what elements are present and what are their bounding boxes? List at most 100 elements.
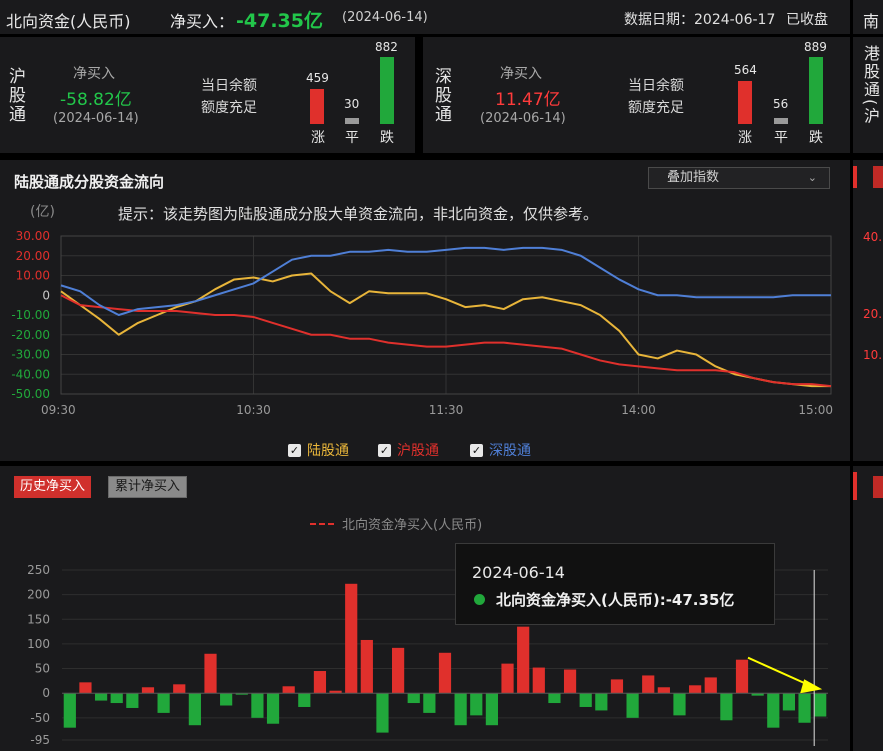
net-buy-label: 净买入： bbox=[170, 12, 235, 31]
history-bar[interactable] bbox=[110, 693, 123, 704]
sz-up-label: 涨 bbox=[738, 130, 752, 146]
history-bar[interactable] bbox=[235, 693, 248, 695]
history-bar[interactable] bbox=[767, 693, 780, 728]
history-bar[interactable] bbox=[532, 667, 545, 694]
history-bar[interactable] bbox=[220, 693, 233, 706]
history-y-tick: 50 bbox=[35, 662, 50, 676]
sz-connect-name: 深股通 bbox=[431, 67, 451, 124]
history-bar[interactable] bbox=[63, 693, 76, 728]
history-bar[interactable] bbox=[673, 693, 686, 716]
sz-flat-count: 56 bbox=[773, 97, 789, 111]
sz-up-count: 564 bbox=[734, 63, 757, 77]
history-y-tick: 100 bbox=[27, 637, 50, 651]
history-legend: 北向资金净买入(人民币) bbox=[310, 514, 482, 533]
history-bar[interactable] bbox=[704, 677, 717, 694]
history-y-tick: 200 bbox=[27, 588, 50, 602]
net-buy-date: (2024-06-14) bbox=[342, 10, 428, 25]
history-bar[interactable] bbox=[298, 693, 311, 707]
history-bar[interactable] bbox=[689, 685, 702, 694]
legend-shengutong[interactable]: ✓ 深股通 bbox=[470, 440, 531, 460]
history-bar[interactable] bbox=[720, 693, 733, 721]
sh-connect-panel: 沪股通 净买入 -58.82亿 (2024-06-14) 当日余额 额度充足 4… bbox=[0, 37, 415, 153]
history-bar[interactable] bbox=[376, 693, 389, 733]
sz-net-date: (2024-06-14) bbox=[480, 111, 566, 126]
history-bar[interactable] bbox=[438, 652, 452, 694]
history-bar[interactable] bbox=[657, 687, 670, 694]
history-bar[interactable] bbox=[548, 693, 561, 704]
history-bar[interactable] bbox=[392, 647, 405, 694]
sz-down-count: 889 bbox=[804, 40, 827, 54]
sh-up-bar bbox=[310, 89, 324, 124]
history-bar[interactable] bbox=[423, 693, 436, 713]
sh-flat-label: 平 bbox=[345, 130, 359, 146]
history-bar[interactable] bbox=[814, 693, 827, 717]
data-date: 数据日期：2024-06-17 bbox=[624, 12, 776, 28]
sh-up-label: 涨 bbox=[311, 130, 325, 146]
history-bar[interactable] bbox=[782, 693, 796, 711]
flow-x-tick: 14:00 bbox=[621, 403, 656, 417]
legend-lugutong[interactable]: ✓ 陆股通 bbox=[288, 440, 349, 460]
flow-x-tick: 09:30 bbox=[41, 403, 76, 417]
sh-flat-bar bbox=[345, 118, 359, 124]
history-bar[interactable] bbox=[501, 663, 514, 694]
tab-cumulative-net-buy[interactable]: 累计净买入 bbox=[108, 476, 188, 498]
hk-connect-name: 港股通(沪 bbox=[861, 45, 880, 126]
legend-hugutong[interactable]: ✓ 沪股通 bbox=[378, 440, 439, 460]
sh-flat-count: 30 bbox=[344, 97, 360, 111]
history-bar[interactable] bbox=[282, 686, 295, 694]
sh-down-bar bbox=[380, 57, 394, 124]
flow-series-line bbox=[60, 294, 832, 388]
sz-down-label: 跌 bbox=[809, 130, 823, 146]
flow-unit-label: (亿) bbox=[30, 204, 55, 220]
history-bar[interactable] bbox=[157, 693, 170, 713]
flow-y-tick: 0 bbox=[42, 288, 50, 302]
header-title: 北向资金(人民币) bbox=[6, 12, 131, 31]
flow-plot-frame bbox=[60, 235, 832, 395]
history-bar[interactable] bbox=[610, 679, 624, 694]
dashed-line-icon bbox=[310, 522, 334, 525]
history-bar[interactable] bbox=[313, 671, 327, 694]
history-bar[interactable] bbox=[579, 693, 592, 707]
flow-x-tick: 11:30 bbox=[429, 403, 464, 417]
history-bar[interactable] bbox=[188, 693, 201, 726]
history-bar[interactable] bbox=[798, 693, 811, 723]
header-bar: 北向资金(人民币) 净买入： -47.35亿 (2024-06-14) 数据日期… bbox=[0, 0, 850, 34]
history-bar[interactable] bbox=[345, 583, 358, 694]
flow-panel-title: 陆股通成分股资金流向 bbox=[14, 173, 165, 191]
history-bar[interactable] bbox=[141, 687, 155, 694]
history-bar[interactable] bbox=[454, 693, 467, 726]
sh-connect-name: 沪股通 bbox=[5, 67, 25, 124]
history-bar[interactable] bbox=[126, 693, 139, 708]
tooltip-value: 北向资金净买入(人民币):-47.35亿 bbox=[496, 591, 735, 609]
history-bar[interactable] bbox=[517, 626, 530, 694]
history-bar[interactable] bbox=[642, 675, 655, 694]
overlay-index-dropdown[interactable]: 叠加指数 ⌄ bbox=[648, 167, 830, 189]
sh-down-label: 跌 bbox=[380, 130, 394, 146]
history-bar[interactable] bbox=[360, 639, 373, 694]
history-bar[interactable] bbox=[751, 693, 764, 696]
sh-up-count: 459 bbox=[306, 71, 329, 85]
flow-y-tick: 10.00 bbox=[16, 269, 50, 283]
history-bar[interactable] bbox=[94, 693, 108, 701]
history-bar[interactable] bbox=[79, 682, 92, 694]
flow-line-chart: 30.00 20.00 10.00 0 -10.00 -20.00 -30.00 -40.00… bbox=[11, 229, 833, 417]
history-bar[interactable] bbox=[204, 653, 217, 694]
history-bar[interactable] bbox=[563, 669, 577, 694]
tab-history-net-buy[interactable]: 历史净买入 bbox=[14, 476, 92, 498]
sz-net-value: 11.47亿 bbox=[495, 90, 561, 110]
history-bar[interactable] bbox=[595, 693, 608, 711]
right-header-fragment: 南 bbox=[853, 0, 883, 34]
history-bar[interactable] bbox=[407, 693, 420, 704]
sh-net-label: 净买入 bbox=[73, 66, 115, 82]
chevron-down-icon: ⌄ bbox=[807, 171, 817, 184]
history-bar[interactable] bbox=[626, 693, 639, 718]
flow-y-tick: -50.00 bbox=[11, 387, 50, 401]
history-bar[interactable] bbox=[470, 693, 483, 716]
history-y-tick: 150 bbox=[27, 612, 50, 626]
history-bar[interactable] bbox=[251, 693, 264, 718]
history-bar[interactable] bbox=[266, 693, 280, 724]
history-bar[interactable] bbox=[173, 684, 186, 694]
history-bar[interactable] bbox=[735, 659, 749, 694]
history-bar[interactable] bbox=[329, 690, 342, 694]
history-bar[interactable] bbox=[485, 693, 498, 726]
